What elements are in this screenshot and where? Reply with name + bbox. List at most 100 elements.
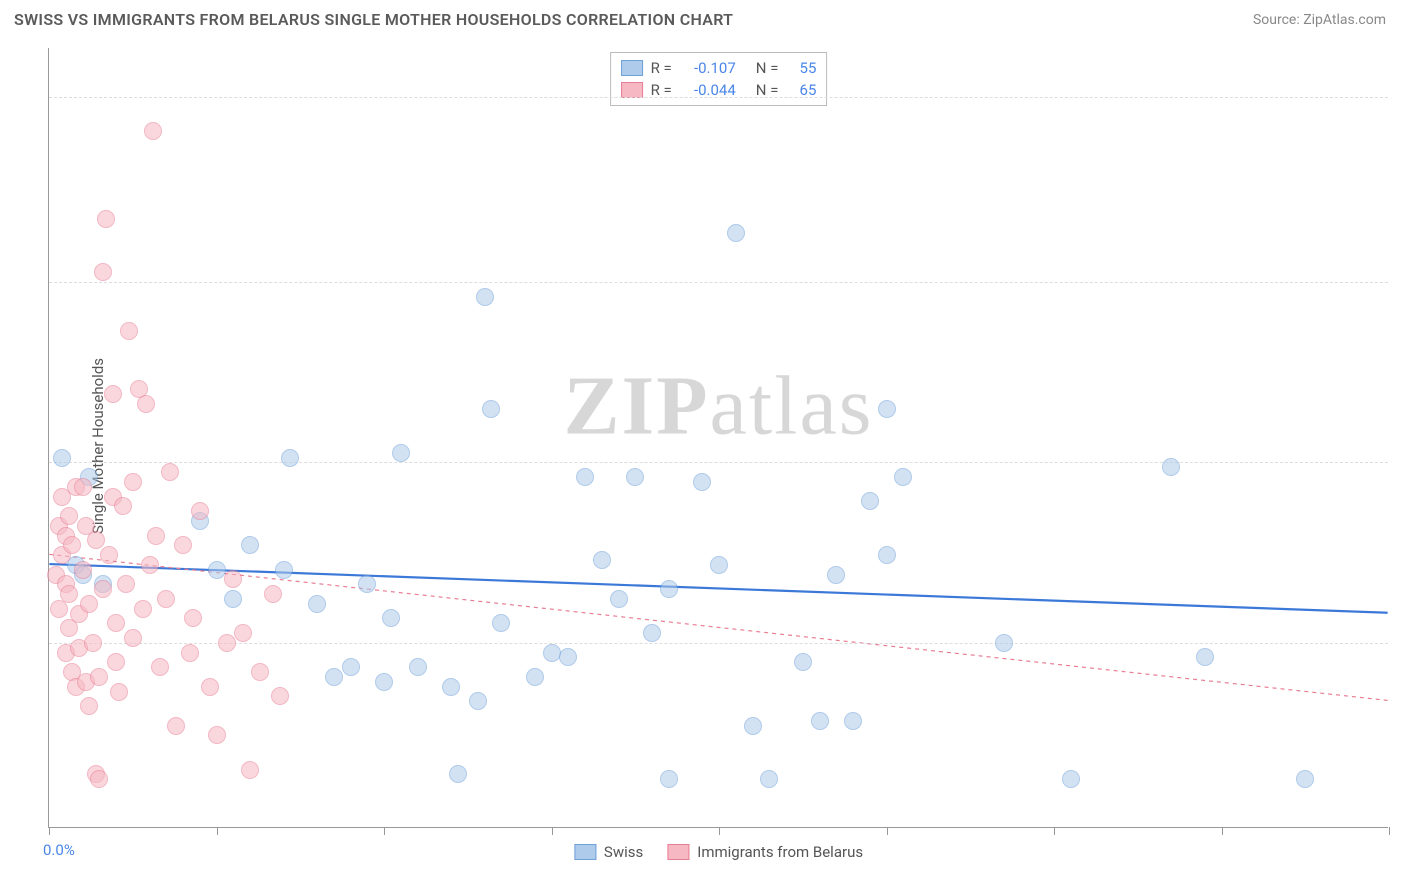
data-point bbox=[124, 473, 142, 491]
data-point bbox=[218, 634, 236, 652]
legend-label: Swiss bbox=[604, 843, 643, 861]
data-point bbox=[107, 614, 125, 632]
data-point bbox=[878, 546, 896, 564]
grid-line bbox=[49, 97, 1388, 98]
data-point bbox=[84, 634, 102, 652]
x-tick bbox=[384, 827, 385, 835]
data-point bbox=[144, 122, 162, 140]
data-point bbox=[201, 678, 219, 696]
data-point bbox=[1196, 648, 1214, 666]
data-point bbox=[208, 561, 226, 579]
data-point bbox=[97, 210, 115, 228]
data-point bbox=[120, 322, 138, 340]
data-point bbox=[80, 697, 98, 715]
series-swatch bbox=[621, 82, 643, 98]
grid-line bbox=[49, 643, 1388, 644]
data-point bbox=[63, 536, 81, 554]
data-point bbox=[94, 263, 112, 281]
data-point bbox=[827, 566, 845, 584]
legend-swatch bbox=[667, 844, 689, 860]
data-point bbox=[117, 575, 135, 593]
data-point bbox=[264, 585, 282, 603]
x-tick bbox=[552, 827, 553, 835]
data-point bbox=[794, 653, 812, 671]
data-point bbox=[134, 600, 152, 618]
stats-row: R = -0.107 N = 55 bbox=[621, 57, 817, 79]
data-point bbox=[90, 770, 108, 788]
data-point bbox=[593, 551, 611, 569]
series-legend: Swiss Immigrants from Belarus bbox=[574, 843, 863, 861]
data-point bbox=[90, 668, 108, 686]
data-point bbox=[811, 712, 829, 730]
data-point bbox=[224, 590, 242, 608]
data-point bbox=[626, 468, 644, 486]
data-point bbox=[281, 449, 299, 467]
legend-swatch bbox=[574, 844, 596, 860]
data-point bbox=[60, 585, 78, 603]
data-point bbox=[271, 687, 289, 705]
stat-n-value: 55 bbox=[786, 59, 816, 77]
stat-r-value: -0.107 bbox=[680, 59, 736, 77]
data-point bbox=[482, 400, 500, 418]
data-point bbox=[275, 561, 293, 579]
grid-line bbox=[49, 462, 1388, 463]
scatter-chart: ZIPatlas R =-0.107N =55R =-0.044N =65 0.… bbox=[48, 48, 1388, 828]
trend-lines bbox=[49, 48, 1388, 827]
data-point bbox=[526, 668, 544, 686]
data-point bbox=[184, 609, 202, 627]
data-point bbox=[137, 395, 155, 413]
data-point bbox=[449, 765, 467, 783]
x-tick bbox=[1054, 827, 1055, 835]
x-tick bbox=[887, 827, 888, 835]
data-point bbox=[157, 590, 175, 608]
legend-label: Immigrants from Belarus bbox=[697, 843, 863, 861]
data-point bbox=[208, 726, 226, 744]
data-point bbox=[382, 609, 400, 627]
data-point bbox=[660, 770, 678, 788]
data-point bbox=[610, 590, 628, 608]
data-point bbox=[693, 473, 711, 491]
data-point bbox=[74, 478, 92, 496]
data-point bbox=[861, 492, 879, 510]
data-point bbox=[492, 614, 510, 632]
data-point bbox=[74, 561, 92, 579]
chart-header: SWISS VS IMMIGRANTS FROM BELARUS SINGLE … bbox=[0, 0, 1406, 37]
data-point bbox=[234, 624, 252, 642]
data-point bbox=[576, 468, 594, 486]
data-point bbox=[241, 536, 259, 554]
data-point bbox=[80, 595, 98, 613]
data-point bbox=[241, 761, 259, 779]
x-tick bbox=[1389, 827, 1390, 835]
x-tick bbox=[719, 827, 720, 835]
data-point bbox=[476, 288, 494, 306]
data-point bbox=[660, 580, 678, 598]
x-tick bbox=[49, 827, 50, 835]
data-point bbox=[107, 653, 125, 671]
data-point bbox=[124, 629, 142, 647]
stat-n-label: N = bbox=[756, 59, 779, 77]
data-point bbox=[141, 556, 159, 574]
data-point bbox=[147, 527, 165, 545]
data-point bbox=[710, 556, 728, 574]
stat-r-label: R = bbox=[651, 59, 672, 77]
data-point bbox=[559, 648, 577, 666]
data-point bbox=[191, 502, 209, 520]
x-axis-min-label: 0.0% bbox=[43, 841, 75, 859]
data-point bbox=[760, 770, 778, 788]
series-swatch bbox=[621, 60, 643, 76]
data-point bbox=[100, 546, 118, 564]
legend-item: Immigrants from Belarus bbox=[667, 843, 863, 861]
data-point bbox=[358, 575, 376, 593]
correlation-stats-box: R =-0.107N =55R =-0.044N =65 bbox=[610, 52, 828, 106]
data-point bbox=[1162, 458, 1180, 476]
data-point bbox=[1062, 770, 1080, 788]
data-point bbox=[744, 717, 762, 735]
x-tick bbox=[1222, 827, 1223, 835]
data-point bbox=[53, 449, 71, 467]
data-point bbox=[94, 580, 112, 598]
data-point bbox=[104, 385, 122, 403]
data-point bbox=[995, 634, 1013, 652]
chart-source: Source: ZipAtlas.com bbox=[1253, 12, 1386, 28]
data-point bbox=[643, 624, 661, 642]
data-point bbox=[894, 468, 912, 486]
